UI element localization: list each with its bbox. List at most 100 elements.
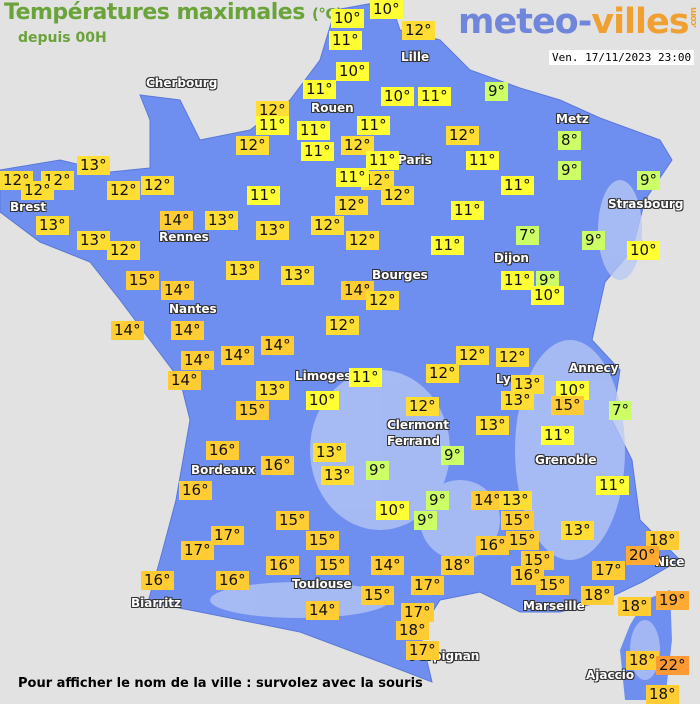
- temperature-marker[interactable]: 11°: [466, 151, 499, 170]
- temperature-marker[interactable]: 13°: [499, 491, 532, 510]
- temperature-marker[interactable]: 15°: [236, 401, 269, 420]
- temperature-marker[interactable]: 9°: [558, 161, 582, 180]
- temperature-marker[interactable]: 14°: [221, 346, 254, 365]
- temperature-marker[interactable]: 16°: [179, 481, 212, 500]
- temperature-marker[interactable]: 15°: [276, 511, 309, 530]
- temperature-marker[interactable]: 9°: [536, 271, 560, 290]
- temperature-marker[interactable]: 12°: [366, 291, 399, 310]
- temperature-marker[interactable]: 16°: [511, 566, 544, 585]
- temperature-marker[interactable]: 11°: [418, 87, 451, 106]
- temperature-marker[interactable]: 9°: [366, 461, 390, 480]
- temperature-marker[interactable]: 13°: [77, 231, 110, 250]
- temperature-marker[interactable]: 15°: [521, 551, 554, 570]
- temperature-marker[interactable]: 12°: [141, 176, 174, 195]
- temperature-marker[interactable]: 14°: [181, 351, 214, 370]
- temperature-marker[interactable]: 13°: [321, 466, 354, 485]
- temperature-marker[interactable]: 13°: [205, 211, 238, 230]
- temperature-marker[interactable]: 13°: [281, 266, 314, 285]
- temperature-marker[interactable]: 14°: [161, 281, 194, 300]
- temperature-marker[interactable]: 17°: [411, 576, 444, 595]
- temperature-marker[interactable]: 13°: [36, 216, 69, 235]
- temperature-marker[interactable]: 15°: [126, 271, 159, 290]
- temperature-marker[interactable]: 14°: [341, 281, 374, 300]
- temperature-marker[interactable]: 16°: [206, 441, 239, 460]
- temperature-marker[interactable]: 15°: [316, 556, 349, 575]
- temperature-marker[interactable]: 11°: [357, 116, 390, 135]
- temperature-marker[interactable]: 12°: [446, 126, 479, 145]
- temperature-marker[interactable]: 16°: [216, 571, 249, 590]
- temperature-marker[interactable]: 12°: [326, 316, 359, 335]
- temperature-marker[interactable]: 11°: [596, 476, 629, 495]
- temperature-marker[interactable]: 11°: [329, 31, 362, 50]
- meteo-villes-logo[interactable]: meteo-villes.com: [458, 2, 699, 42]
- temperature-marker[interactable]: 9°: [582, 231, 606, 250]
- temperature-marker[interactable]: 16°: [476, 536, 509, 555]
- temperature-marker[interactable]: 18°: [646, 531, 679, 550]
- temperature-marker[interactable]: 11°: [431, 236, 464, 255]
- temperature-marker[interactable]: 15°: [501, 511, 534, 530]
- temperature-marker[interactable]: 9°: [485, 82, 509, 101]
- temperature-marker[interactable]: 14°: [160, 211, 193, 230]
- temperature-marker[interactable]: 7°: [609, 401, 633, 420]
- temperature-marker[interactable]: 15°: [506, 531, 539, 550]
- temperature-marker[interactable]: 12°: [402, 21, 435, 40]
- temperature-marker[interactable]: 12°: [361, 171, 394, 190]
- temperature-marker[interactable]: 12°: [236, 136, 269, 155]
- temperature-marker[interactable]: 22°: [656, 656, 689, 675]
- temperature-marker[interactable]: 13°: [77, 156, 110, 175]
- temperature-marker[interactable]: 16°: [266, 556, 299, 575]
- temperature-marker[interactable]: 11°: [247, 186, 280, 205]
- temperature-marker[interactable]: 13°: [256, 221, 289, 240]
- temperature-marker[interactable]: 7°: [516, 226, 540, 245]
- temperature-marker[interactable]: 13°: [501, 391, 534, 410]
- temperature-marker[interactable]: 12°: [107, 241, 140, 260]
- temperature-marker[interactable]: 12°: [21, 181, 54, 200]
- temperature-marker[interactable]: 11°: [349, 368, 382, 387]
- temperature-marker[interactable]: 10°: [336, 62, 369, 81]
- temperature-marker[interactable]: 18°: [646, 685, 679, 704]
- temperature-marker[interactable]: 13°: [511, 375, 544, 394]
- temperature-marker[interactable]: 11°: [501, 176, 534, 195]
- temperature-marker[interactable]: 15°: [551, 396, 584, 415]
- temperature-marker[interactable]: 11°: [366, 151, 399, 170]
- temperature-marker[interactable]: 9°: [637, 171, 661, 190]
- temperature-marker[interactable]: 13°: [476, 416, 509, 435]
- temperature-marker[interactable]: 11°: [301, 142, 334, 161]
- temperature-marker[interactable]: 12°: [406, 397, 439, 416]
- temperature-marker[interactable]: 17°: [211, 526, 244, 545]
- temperature-marker[interactable]: 12°: [311, 216, 344, 235]
- temperature-marker[interactable]: 12°: [341, 136, 374, 155]
- temperature-marker[interactable]: 14°: [371, 556, 404, 575]
- temperature-marker[interactable]: 10°: [556, 381, 589, 400]
- temperature-marker[interactable]: 12°: [256, 101, 289, 120]
- temperature-marker[interactable]: 17°: [401, 603, 434, 622]
- temperature-marker[interactable]: 15°: [536, 576, 569, 595]
- temperature-marker[interactable]: 11°: [336, 168, 369, 187]
- temperature-marker[interactable]: 18°: [626, 651, 659, 670]
- temperature-marker[interactable]: 13°: [313, 443, 346, 462]
- temperature-marker[interactable]: 10°: [627, 241, 660, 260]
- temperature-marker[interactable]: 11°: [256, 116, 289, 135]
- temperature-marker[interactable]: 17°: [406, 641, 439, 660]
- temperature-marker[interactable]: 10°: [376, 501, 409, 520]
- temperature-marker[interactable]: 9°: [441, 446, 465, 465]
- temperature-marker[interactable]: 10°: [531, 286, 564, 305]
- temperature-marker[interactable]: 9°: [414, 511, 438, 530]
- temperature-marker[interactable]: 12°: [107, 181, 140, 200]
- temperature-marker[interactable]: 14°: [171, 321, 204, 340]
- temperature-marker[interactable]: 11°: [501, 271, 534, 290]
- temperature-marker[interactable]: 20°: [626, 546, 659, 565]
- temperature-marker[interactable]: 12°: [456, 346, 489, 365]
- temperature-marker[interactable]: 12°: [426, 364, 459, 383]
- temperature-marker[interactable]: 10°: [331, 9, 364, 28]
- temperature-marker[interactable]: 14°: [261, 336, 294, 355]
- temperature-marker[interactable]: 15°: [306, 531, 339, 550]
- temperature-marker[interactable]: 10°: [306, 391, 339, 410]
- temperature-marker[interactable]: 13°: [256, 381, 289, 400]
- temperature-marker[interactable]: 16°: [141, 571, 174, 590]
- temperature-marker[interactable]: 10°: [370, 0, 403, 19]
- temperature-marker[interactable]: 9°: [426, 491, 450, 510]
- temperature-marker[interactable]: 11°: [297, 121, 330, 140]
- temperature-marker[interactable]: 18°: [618, 597, 651, 616]
- temperature-marker[interactable]: 12°: [346, 231, 379, 250]
